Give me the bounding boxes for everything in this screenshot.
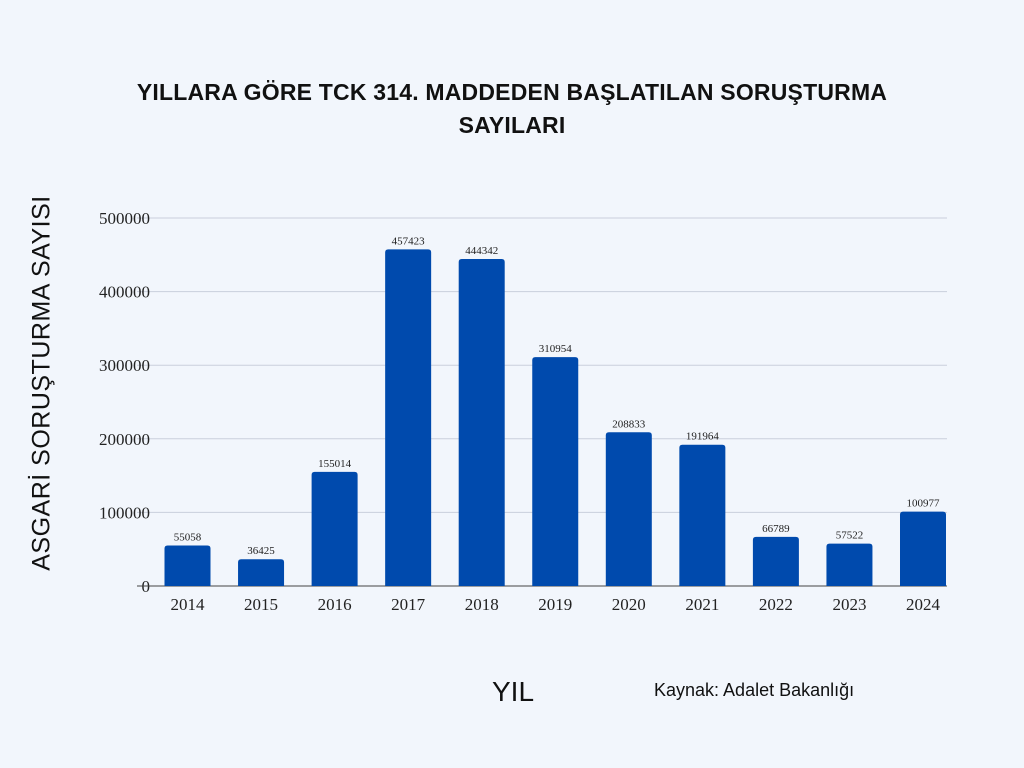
data-label-2016: 155014 (318, 458, 352, 470)
y-tick-label: 200000 (99, 430, 150, 449)
bar-2017 (385, 249, 432, 586)
y-tick-label: 500000 (99, 209, 150, 228)
x-tick-label-2022: 2022 (759, 595, 793, 614)
bar-2020 (605, 432, 652, 586)
bar-2023 (826, 543, 873, 586)
source-note: Kaynak: Adalet Bakanlığı (654, 680, 855, 700)
bar-2021 (679, 444, 726, 586)
data-label-2022: 66789 (762, 523, 790, 535)
bar-2022 (752, 536, 799, 586)
x-tick-label-2020: 2020 (612, 595, 646, 614)
chart-title: YILLARA GÖRE TCK 314. MADDEDEN BAŞLATILA… (136, 79, 888, 138)
x-tick-label-2014: 2014 (171, 595, 206, 614)
data-label-2015: 36425 (247, 545, 275, 557)
data-label-2020: 208833 (612, 418, 646, 430)
data-label-2021: 191964 (686, 431, 720, 443)
x-tick-label-2015: 2015 (244, 595, 278, 614)
bar-2018 (458, 258, 505, 586)
x-tick-label-2019: 2019 (538, 595, 572, 614)
bar-2024 (900, 511, 946, 586)
data-label-2014: 55058 (174, 531, 202, 543)
data-label-2019: 310954 (539, 343, 573, 355)
data-label-2017: 457423 (392, 235, 426, 247)
x-tick-label-2021: 2021 (685, 595, 719, 614)
data-label-2023: 57522 (836, 530, 864, 542)
x-tick-label-2016: 2016 (318, 595, 352, 614)
data-label-2024: 100977 (907, 498, 941, 510)
x-tick-label-2017: 2017 (391, 595, 426, 614)
x-tick-label-2018: 2018 (465, 595, 499, 614)
x-axis-label: YIL (491, 676, 535, 707)
bar-2014 (164, 545, 211, 586)
bar-2015 (238, 559, 285, 586)
x-tick-label-2024: 2024 (906, 595, 941, 614)
data-label-2018: 444342 (465, 245, 498, 257)
bar-2019 (532, 357, 579, 586)
y-tick-label: 400000 (99, 283, 150, 302)
bar-2016 (311, 471, 358, 586)
y-tick-label: 100000 (99, 503, 150, 522)
y-tick-label: 300000 (99, 356, 150, 375)
x-tick-label-2023: 2023 (832, 595, 866, 614)
